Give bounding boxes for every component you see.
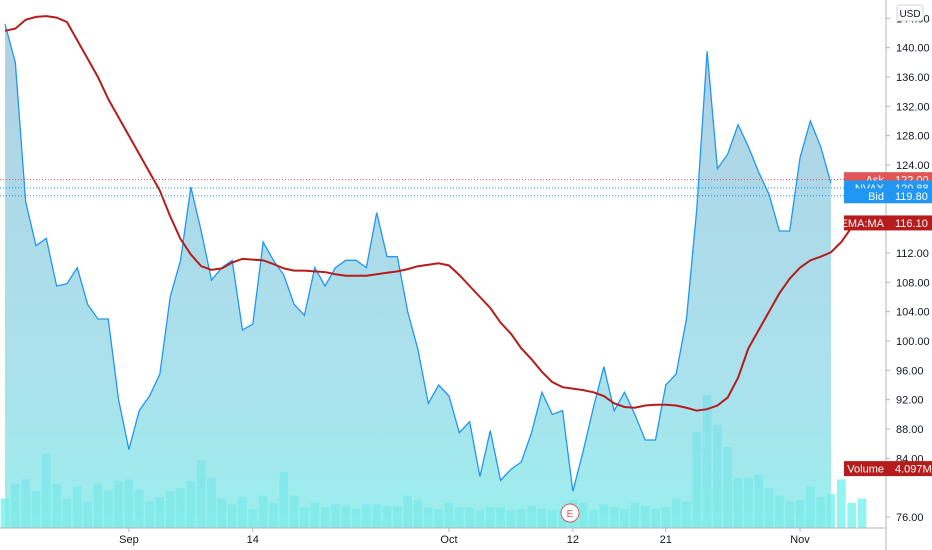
y-tick-label: 96.00 bbox=[896, 365, 924, 377]
x-tick-label: 14 bbox=[247, 534, 259, 546]
y-tick-label: 128.00 bbox=[896, 131, 930, 143]
volume-bar bbox=[836, 479, 846, 528]
badge-volume bbox=[844, 461, 932, 477]
price-area bbox=[4, 24, 832, 528]
currency-box[interactable] bbox=[896, 4, 924, 22]
x-tick-label: Nov bbox=[790, 534, 810, 546]
y-tick-label: 136.00 bbox=[896, 72, 930, 84]
y-tick-label: 76.00 bbox=[896, 512, 924, 524]
badge-label: Bid bbox=[868, 191, 884, 203]
y-tick-label: 124.00 bbox=[896, 160, 930, 172]
y-tick-label: 100.00 bbox=[896, 336, 930, 348]
y-tick-label: 132.00 bbox=[896, 101, 930, 113]
y-tick-label: 108.00 bbox=[896, 277, 930, 289]
x-tick-label: Sep bbox=[119, 534, 139, 546]
currency-label[interactable]: USD bbox=[896, 4, 924, 22]
volume-bar bbox=[847, 502, 856, 528]
y-tick-label: 92.00 bbox=[896, 395, 924, 407]
y-tick-label: 104.00 bbox=[896, 307, 930, 319]
badge-label: EMA:MA bbox=[841, 218, 885, 230]
x-tick-label: 12 bbox=[567, 534, 579, 546]
earnings-marker-group[interactable]: E bbox=[560, 503, 580, 523]
badge-ema-ma bbox=[844, 215, 932, 231]
time-axis[interactable]: Sep14Oct1221Nov16Dec14 bbox=[119, 528, 932, 546]
price-axis[interactable]: 144.00140.00136.00132.00128.00124.00116.… bbox=[886, 13, 930, 524]
earnings-marker[interactable] bbox=[560, 503, 580, 523]
badge-value: 119.80 bbox=[895, 191, 928, 203]
y-tick-label: 140.00 bbox=[896, 43, 930, 55]
price-area-fill bbox=[5, 24, 831, 528]
ema-line-group bbox=[4, 15, 863, 412]
badge-bid bbox=[844, 188, 932, 204]
currency-text: USD bbox=[899, 9, 920, 20]
ema-line bbox=[4, 15, 863, 412]
y-tick-label: 112.00 bbox=[896, 248, 929, 260]
x-tick-label: Oct bbox=[440, 534, 457, 546]
price-badges: Ask122.00NVAX120.88Bid119.80EMA:MA116.10… bbox=[0, 172, 932, 477]
badge-label: Volume bbox=[847, 464, 884, 476]
price-line bbox=[4, 24, 832, 492]
y-tick-label: 88.00 bbox=[896, 424, 924, 436]
badge-value: 4.097M bbox=[895, 464, 932, 476]
volume-bar bbox=[857, 498, 867, 528]
earnings-marker-label: E bbox=[567, 509, 574, 520]
x-tick-label: 21 bbox=[660, 534, 672, 546]
badge-value: 116.10 bbox=[895, 218, 928, 230]
